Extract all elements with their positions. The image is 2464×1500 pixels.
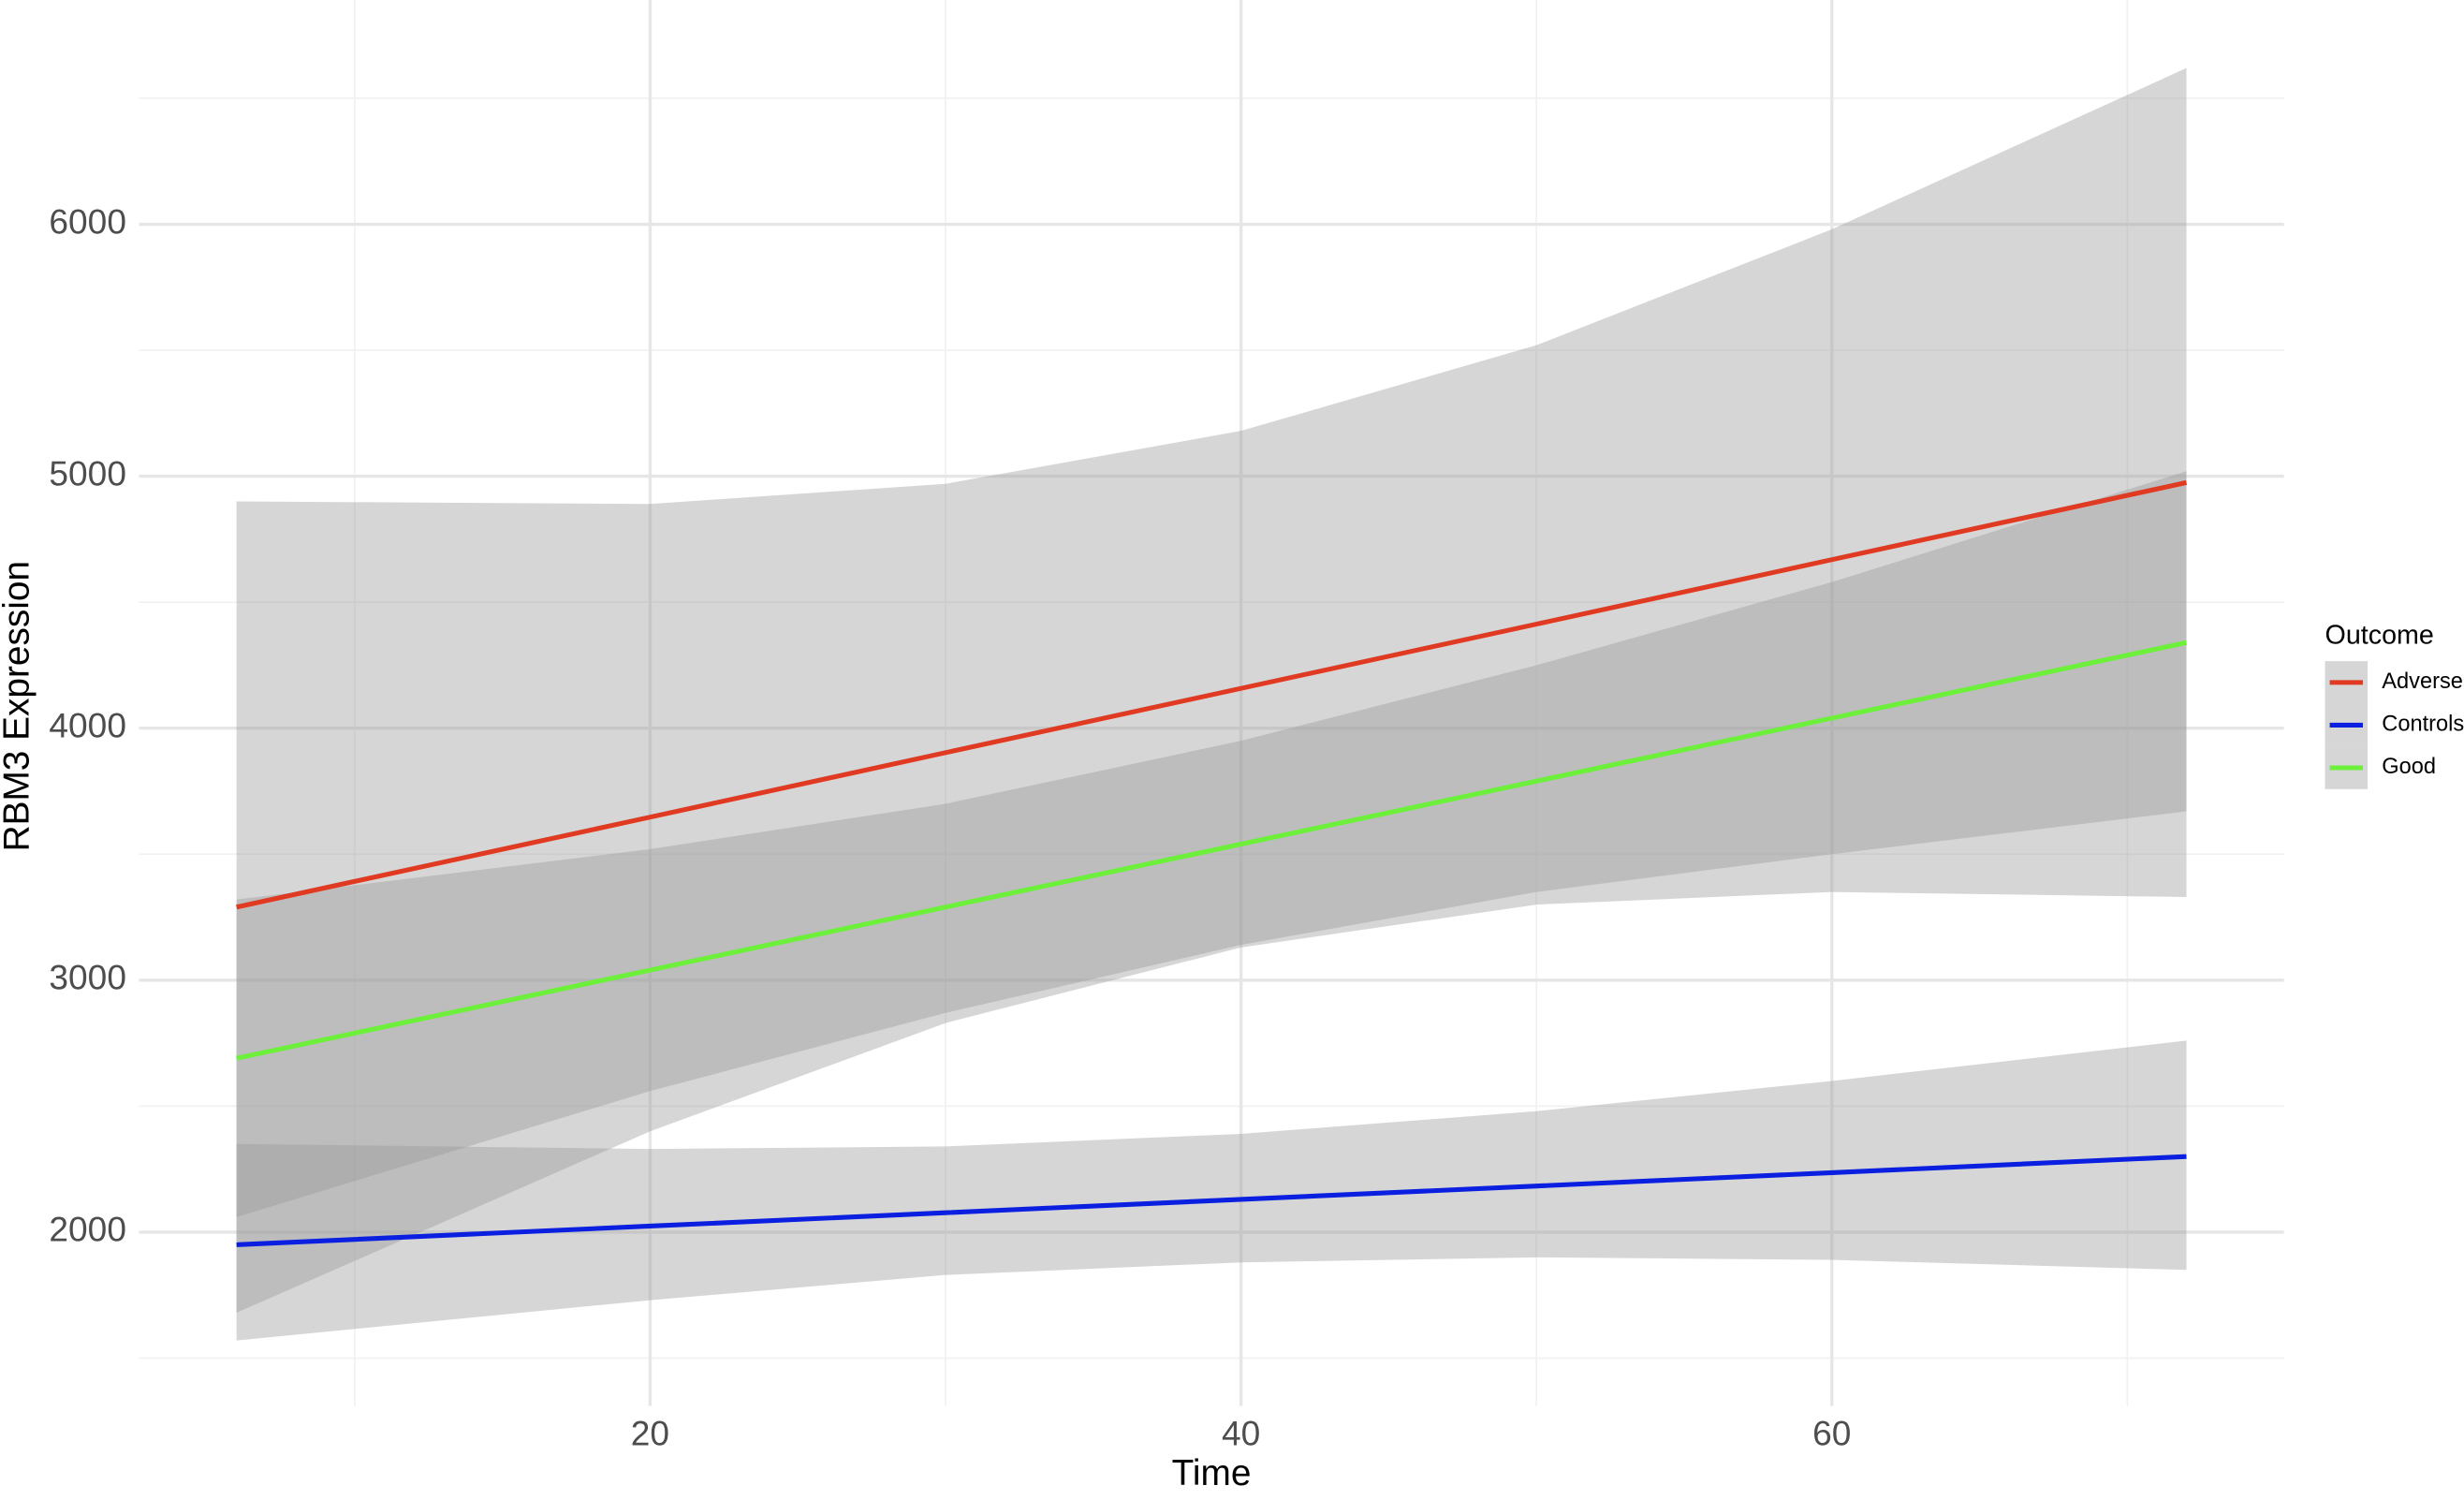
- y-tick-label: 4000: [49, 706, 126, 745]
- x-tick-label: 20: [631, 1413, 669, 1452]
- y-tick-label: 2000: [49, 1210, 126, 1249]
- line: [236, 640, 2188, 1061]
- x-tick-label: 40: [1222, 1413, 1260, 1452]
- y-tick-label: 5000: [49, 453, 126, 493]
- legend-label: Good: [2382, 755, 2436, 779]
- confidence-band: [236, 471, 2187, 1217]
- confidence-band: [236, 67, 2187, 1314]
- y-tick-label: 6000: [49, 201, 126, 241]
- x-tick-label: 60: [1812, 1413, 1851, 1452]
- legend-label: Adverse: [2382, 669, 2463, 694]
- y-axis-title: RBM3 Expression: [0, 561, 37, 852]
- legend-label: Controls: [2382, 713, 2464, 737]
- line: [236, 1154, 2187, 1247]
- y-tick-label: 3000: [49, 958, 126, 997]
- line: [236, 479, 2188, 910]
- confidence-band: [236, 1040, 2187, 1341]
- legend-title: Outcome: [2325, 621, 2434, 651]
- x-axis-title: Time: [1172, 1453, 1252, 1493]
